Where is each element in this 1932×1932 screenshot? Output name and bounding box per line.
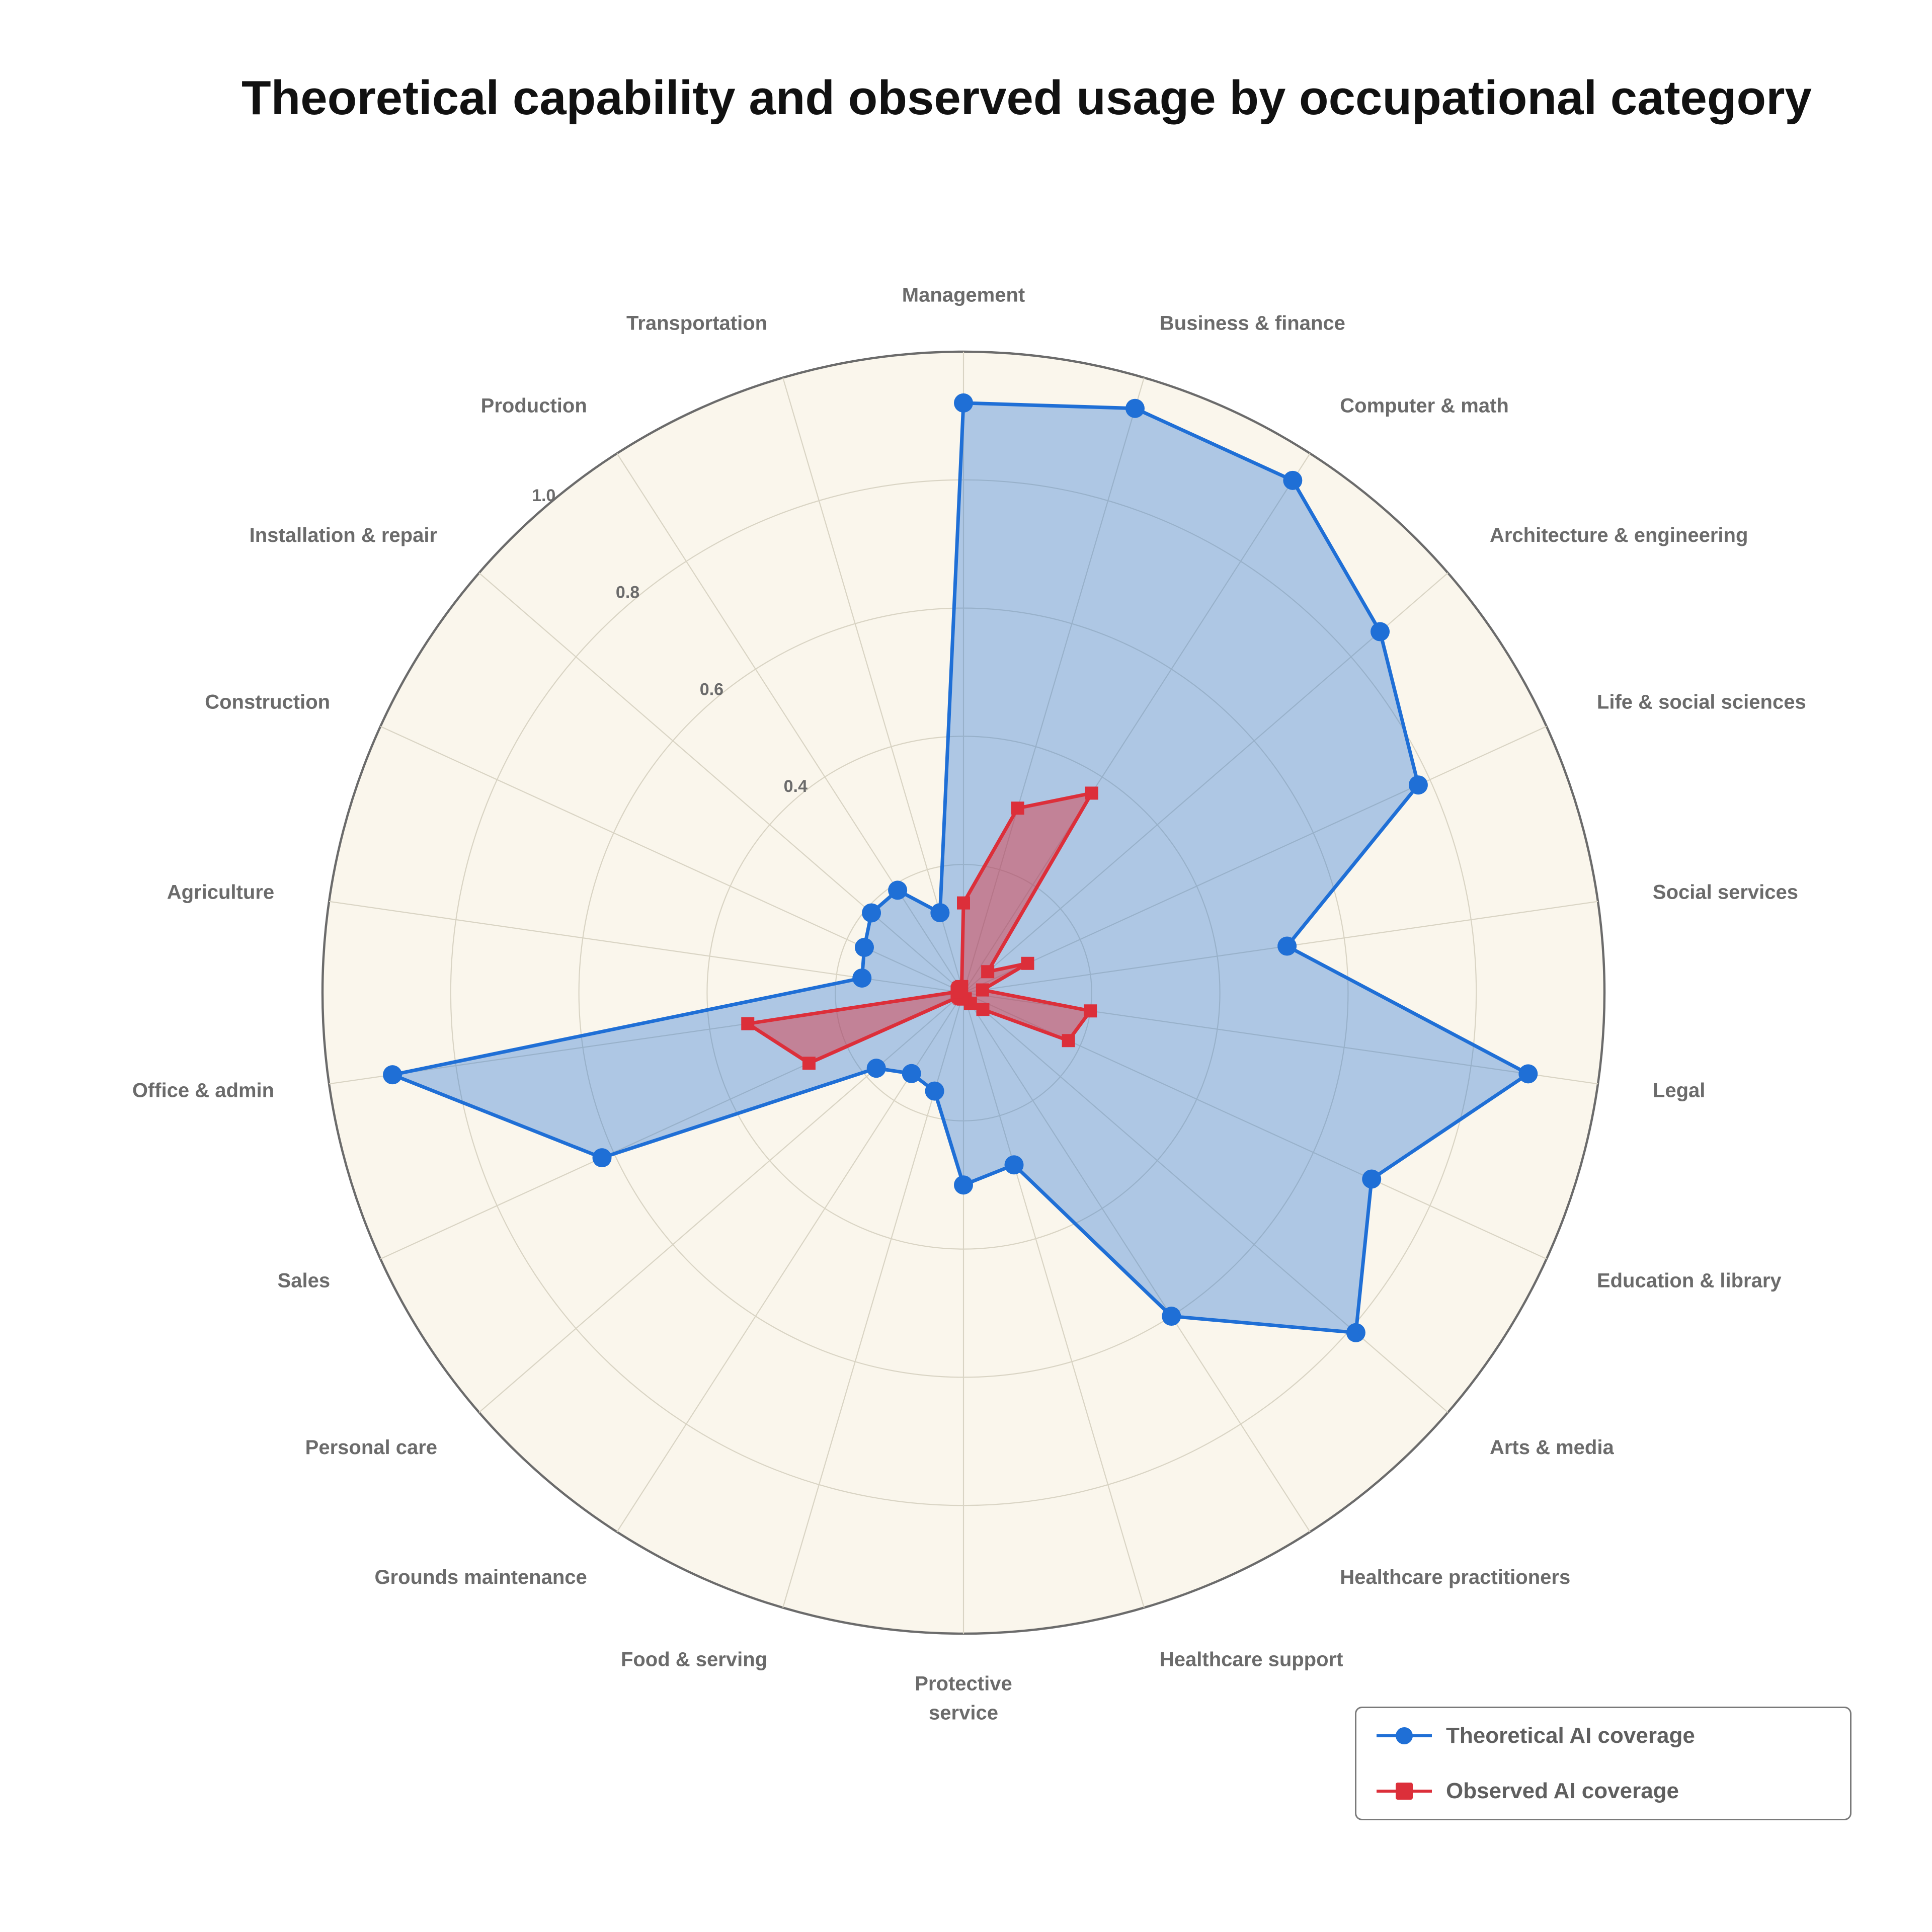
svg-text:Office & admin: Office & admin: [132, 1080, 274, 1102]
svg-text:0.4: 0.4: [784, 777, 808, 796]
svg-text:Protective: Protective: [915, 1673, 1012, 1695]
svg-text:Social services: Social services: [1653, 881, 1798, 904]
svg-text:0.8: 0.8: [616, 583, 639, 602]
svg-text:Education & library: Education & library: [1597, 1269, 1782, 1292]
svg-text:Architecture & engineering: Architecture & engineering: [1490, 524, 1748, 546]
svg-text:0.6: 0.6: [700, 680, 723, 699]
svg-text:Production: Production: [481, 394, 587, 417]
svg-text:Grounds maintenance: Grounds maintenance: [374, 1566, 587, 1588]
svg-text:Management: Management: [902, 284, 1025, 306]
svg-text:Computer & math: Computer & math: [1340, 394, 1509, 417]
svg-text:Arts & media: Arts & media: [1490, 1436, 1614, 1459]
svg-text:Business & finance: Business & finance: [1160, 312, 1345, 335]
svg-text:Healthcare practitioners: Healthcare practitioners: [1340, 1566, 1570, 1588]
svg-text:Life & social sciences: Life & social sciences: [1597, 691, 1806, 713]
svg-text:Installation & repair: Installation & repair: [250, 524, 437, 546]
svg-text:Legal: Legal: [1653, 1080, 1705, 1102]
svg-text:Healthcare support: Healthcare support: [1160, 1649, 1343, 1671]
svg-text:Food & serving: Food & serving: [621, 1649, 767, 1671]
svg-text:service: service: [929, 1702, 998, 1724]
svg-text:Personal care: Personal care: [305, 1436, 437, 1459]
svg-text:Sales: Sales: [278, 1269, 331, 1292]
svg-text:1.0: 1.0: [532, 486, 555, 505]
svg-text:Agriculture: Agriculture: [167, 881, 274, 904]
svg-text:Construction: Construction: [205, 691, 330, 713]
svg-text:Transportation: Transportation: [626, 312, 767, 335]
